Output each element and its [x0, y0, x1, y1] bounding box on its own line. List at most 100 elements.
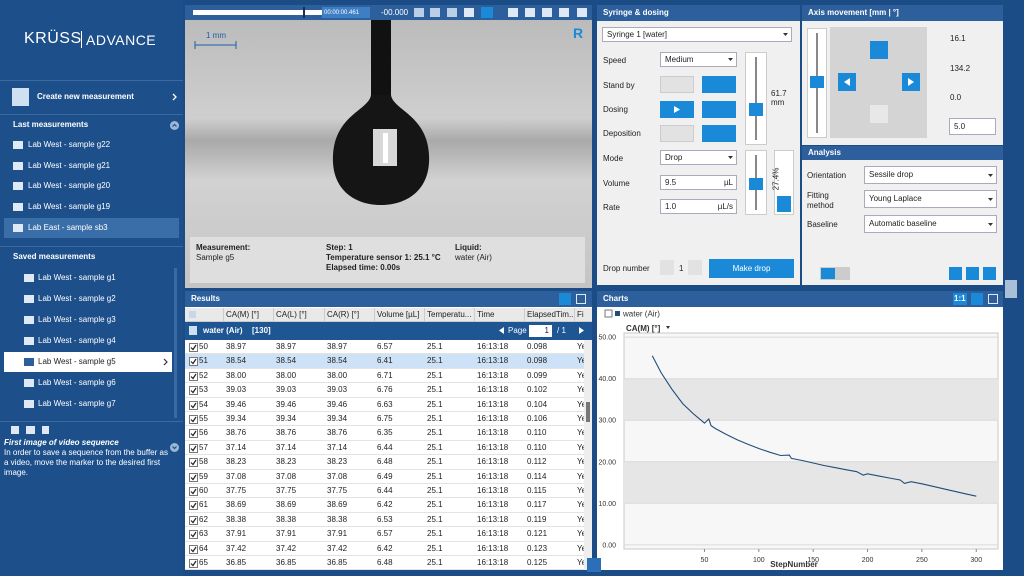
video-button[interactable] — [577, 8, 587, 17]
analysis-button[interactable] — [966, 267, 979, 280]
move-left[interactable] — [838, 73, 856, 91]
volume-slider[interactable] — [745, 150, 767, 215]
analysis-button[interactable] — [949, 267, 962, 280]
row-checkbox[interactable] — [189, 443, 198, 453]
analysis-button[interactable] — [983, 267, 996, 280]
result-row[interactable]: 60 37.75 37.75 37.75 6.44 25.1 16:13:18 0.115 Ye… — [185, 484, 584, 499]
result-row[interactable]: 61 38.69 38.69 38.69 6.42 25.1 16:13:18 0.117 Ye… — [185, 498, 584, 513]
baseline-select[interactable]: Automatic baseline — [864, 215, 997, 233]
row-checkbox[interactable] — [189, 386, 198, 396]
row-checkbox[interactable] — [189, 515, 198, 525]
video-button[interactable] — [464, 8, 474, 17]
maximize-button[interactable] — [576, 294, 586, 304]
row-checkbox[interactable] — [189, 501, 198, 511]
standby-play[interactable] — [660, 76, 694, 93]
row-checkbox[interactable] — [189, 472, 198, 482]
tool-icon[interactable] — [11, 426, 19, 434]
video-button[interactable] — [525, 8, 535, 17]
rate-input[interactable]: 1.0 µL/s — [660, 199, 737, 214]
result-row[interactable]: 50 38.97 38.97 38.97 6.57 25.1 16:13:18 0.098 Ye… — [185, 340, 584, 355]
dosing-pause[interactable] — [702, 101, 736, 118]
create-measurement[interactable]: Create new measurement — [37, 92, 134, 101]
dosing-play[interactable] — [660, 101, 694, 118]
tool-icon[interactable] — [26, 426, 35, 434]
result-row[interactable]: 54 39.46 39.46 39.46 6.63 25.1 16:13:18 0.104 Ye… — [185, 398, 584, 412]
result-row[interactable]: 53 39.03 39.03 39.03 6.76 25.1 16:13:18 0.102 Ye… — [185, 383, 584, 398]
move-up[interactable] — [870, 41, 888, 59]
panel-toggle[interactable] — [1005, 280, 1017, 298]
slider-thumb[interactable] — [810, 76, 824, 88]
deposition-pause[interactable] — [702, 125, 736, 142]
step-input[interactable]: 5.0 — [949, 118, 996, 135]
result-row[interactable]: 56 38.76 38.76 38.76 6.35 25.1 16:13:18 0.110 Ye… — [185, 426, 584, 441]
slider-thumb[interactable] — [749, 103, 763, 116]
mode-select[interactable]: Drop — [660, 150, 737, 165]
cell-value: 37.91 — [226, 529, 247, 539]
volume-input[interactable]: 9.5 µL — [660, 175, 737, 190]
video-button[interactable] — [559, 8, 569, 17]
row-checkbox[interactable] — [189, 371, 198, 381]
increment[interactable] — [688, 260, 702, 275]
scrollbar[interactable] — [174, 268, 177, 418]
row-checkbox[interactable] — [189, 415, 198, 424]
settings-button[interactable] — [971, 293, 983, 305]
speed-select[interactable]: Medium — [660, 52, 737, 67]
result-row[interactable]: 58 38.23 38.23 38.23 6.48 25.1 16:13:18 0.112 Ye… — [185, 455, 584, 470]
video-button[interactable] — [447, 8, 457, 17]
row-checkbox[interactable] — [189, 458, 198, 468]
collapse-icon[interactable] — [170, 443, 179, 452]
marker[interactable] — [303, 7, 305, 18]
measurement-item[interactable] — [4, 352, 172, 372]
slider-thumb[interactable] — [749, 178, 763, 190]
result-row[interactable]: 65 36.85 36.85 36.85 6.48 25.1 16:13:18 0.125 Ye… — [185, 556, 584, 570]
video-button[interactable] — [508, 8, 518, 17]
page-total: / 1 — [557, 326, 566, 335]
move-home[interactable] — [870, 105, 888, 123]
result-row[interactable]: 52 38.00 38.00 38.00 6.71 25.1 16:13:18 0.099 Ye… — [185, 369, 584, 384]
move-right[interactable] — [902, 73, 920, 91]
row-checkbox[interactable] — [189, 357, 198, 367]
result-row[interactable]: 63 37.91 37.91 37.91 6.57 25.1 16:13:18 0.121 Ye… — [185, 527, 584, 542]
page-input[interactable]: 1 — [529, 325, 552, 337]
row-checkbox[interactable] — [189, 487, 198, 496]
next-page[interactable] — [579, 327, 584, 334]
row-checkbox[interactable] — [189, 544, 198, 554]
result-row[interactable]: 64 37.42 37.42 37.42 6.42 25.1 16:13:18 0.123 Ye… — [185, 542, 584, 556]
result-row[interactable]: 62 38.38 38.38 38.38 6.53 25.1 16:13:18 0.119 Ye… — [185, 513, 584, 528]
result-row[interactable]: 59 37.08 37.08 37.08 6.49 25.1 16:13:18 0.114 Ye… — [185, 470, 584, 484]
row-checkbox[interactable] — [189, 343, 198, 352]
toggle[interactable] — [820, 267, 850, 280]
row-checkbox[interactable] — [189, 559, 198, 568]
decrement[interactable] — [660, 260, 674, 275]
video-button[interactable] — [481, 7, 493, 18]
scroll-thumb[interactable] — [586, 402, 590, 422]
standby-pause[interactable] — [702, 76, 736, 93]
orientation-select[interactable]: Sessile drop — [864, 166, 997, 184]
ratio-button[interactable]: 1:1 — [953, 293, 967, 305]
syringe-select[interactable]: Syringe 1 [water] — [602, 27, 792, 42]
group-toggle[interactable] — [189, 326, 197, 335]
row-checkbox[interactable] — [189, 400, 198, 410]
logo-button[interactable] — [587, 558, 601, 572]
maximize-button[interactable] — [988, 294, 998, 304]
deposition-play[interactable] — [660, 125, 694, 142]
result-row[interactable]: 55 39.34 39.34 39.34 6.75 25.1 16:13:18 0.106 Ye… — [185, 412, 584, 427]
video-button[interactable] — [414, 8, 424, 17]
prev-page[interactable] — [499, 327, 504, 334]
collapse-icon[interactable] — [170, 121, 179, 130]
scrollbar[interactable] — [584, 340, 592, 570]
settings-button[interactable] — [559, 293, 571, 305]
measurement-item[interactable] — [4, 217, 179, 238]
result-row[interactable]: 57 37.14 37.14 37.14 6.44 25.1 16:13:18 0.110 Ye… — [185, 441, 584, 456]
row-checkbox[interactable] — [189, 429, 198, 439]
timeline[interactable] — [193, 10, 368, 15]
video-button[interactable] — [542, 8, 552, 17]
tool-icon[interactable] — [42, 426, 49, 434]
video-button[interactable] — [430, 8, 440, 17]
fitting-select[interactable]: Young Laplace — [864, 190, 997, 208]
position-slider[interactable] — [745, 52, 767, 145]
z-slider[interactable] — [807, 28, 827, 138]
make-drop-button[interactable]: Make drop — [709, 259, 794, 278]
row-checkbox[interactable] — [189, 530, 198, 540]
result-row[interactable]: 51 38.54 38.54 38.54 6.41 25.1 16:13:18 0.098 Ye… — [185, 354, 584, 369]
